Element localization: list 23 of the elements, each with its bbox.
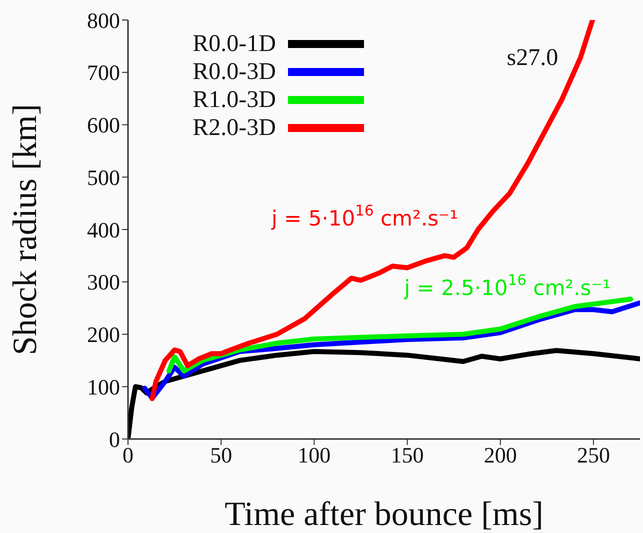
y-tick-label: 100 <box>87 374 120 400</box>
y-tick-label: 400 <box>87 217 120 242</box>
annotation: j = 2.5·10$^{16}$ cm².s⁻¹ <box>403 272 611 300</box>
y-tick-label: 500 <box>87 164 120 190</box>
y-tick-label: 0 <box>109 426 120 452</box>
x-tick-label: 100 <box>298 442 331 468</box>
y-tick-label: 600 <box>87 112 120 138</box>
legend-label: R1.0-3D <box>192 86 276 114</box>
x-tick-label: 200 <box>484 442 517 468</box>
x-tick-label: 150 <box>390 442 424 468</box>
y-tick-label: 200 <box>87 322 120 348</box>
y-tick-label: 700 <box>87 60 120 86</box>
y-axis-title: Shock radius [km] <box>6 104 44 356</box>
y-tick-label: 800 <box>87 8 120 33</box>
legend-label: R2.0-3D <box>192 114 276 142</box>
legend-label: R0.0-3D <box>192 58 276 86</box>
x-tick-label: 250 <box>576 442 610 468</box>
y-tick-label: 300 <box>87 270 120 295</box>
annotation: j = 5·10$^{16}$ cm².s⁻¹ <box>270 202 458 230</box>
x-axis-title: Time after bounce [ms] <box>224 496 544 533</box>
annotation: s27.0 <box>506 45 558 71</box>
x-tick-label: 50 <box>210 442 232 468</box>
legend-label: R0.0-1D <box>192 30 276 58</box>
